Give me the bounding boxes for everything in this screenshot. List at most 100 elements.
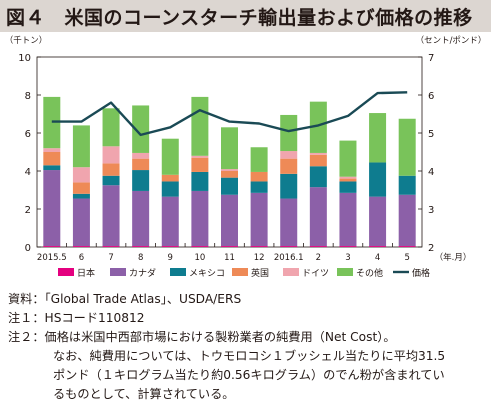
bar-segment	[280, 246, 298, 247]
axes: 0 2 4 6 8 10 2 3 4 5 6 7 2015.5 6 7 8 9 10 11 12 2016.1 2 3 4 5 （…	[5, 35, 487, 263]
bar-segment	[161, 138, 179, 175]
bar-segment	[191, 96, 209, 156]
bar-segment	[102, 108, 120, 147]
bar-segment	[191, 157, 209, 172]
bar-segment	[102, 185, 120, 247]
bar-segment	[398, 194, 416, 247]
bar-segment	[369, 196, 387, 247]
bar-segment	[43, 152, 61, 166]
right-axis-label: （セント/ポンド）	[416, 35, 487, 46]
bar-segment	[250, 171, 268, 182]
bar-segment	[221, 171, 238, 178]
chart: 0 2 4 6 8 10 2 3 4 5 6 7 2015.5 6 7 8 9 10 11 12 2016.1 2 3 4 5 （…	[5, 35, 487, 279]
legend-swatch	[232, 268, 248, 276]
bar-segment	[250, 147, 268, 172]
bar-segment	[132, 152, 150, 159]
bar-segment	[339, 181, 357, 193]
note-source: 資料：「Global Trade Atlas」、USDA/ERS	[8, 292, 242, 306]
bar-segment	[43, 246, 61, 247]
bar-segment	[309, 101, 327, 153]
note-2: 注２：価格は米国中西部市場における製粉業者の純費用（Net Cost）。	[8, 330, 396, 344]
left-axis-label: （千トン）	[5, 35, 48, 46]
bar-segment	[43, 170, 61, 247]
legend-label: その他	[356, 267, 383, 279]
bar-segment	[250, 246, 268, 247]
bar-segment	[221, 177, 238, 195]
bar-segment	[132, 158, 150, 171]
legend-swatch	[283, 268, 299, 276]
x-tick-label: 12	[254, 253, 265, 263]
bar-segment	[102, 246, 120, 247]
bar-segment	[102, 146, 120, 164]
bar-segment	[280, 173, 298, 199]
x-tick-label: 10	[194, 253, 205, 263]
bar-segment	[72, 193, 90, 199]
note-1: 注１：HSコード110812	[8, 311, 145, 325]
bar-segment	[72, 246, 90, 247]
bar-segment	[369, 162, 387, 197]
left-tick-label: 10	[18, 53, 31, 64]
bar-segment	[72, 125, 90, 168]
bar-segment	[398, 175, 416, 195]
x-tick-label: 9	[168, 253, 173, 263]
bar-segment	[102, 163, 120, 176]
x-tick-label: 2	[316, 253, 321, 263]
bar-segment	[280, 151, 298, 159]
left-tick-label: 2	[25, 205, 31, 216]
bar-segment	[102, 175, 120, 186]
bars	[43, 96, 416, 247]
note-2-cont-3: るものとして、計算されている。	[53, 387, 235, 401]
x-tick-label: 2016.1	[274, 253, 304, 263]
legend-swatch	[110, 268, 126, 276]
bar-segment	[161, 246, 179, 247]
price-line	[51, 91, 408, 137]
left-tick-label: 8	[25, 91, 31, 102]
bar-segment	[339, 178, 357, 182]
x-tick-label: 7	[108, 253, 113, 263]
bar-segment	[221, 194, 238, 247]
legend-swatch	[58, 268, 74, 276]
bar-segment	[309, 166, 327, 188]
bar-segment	[369, 113, 387, 163]
bar-segment	[72, 198, 90, 247]
bar-segment	[72, 182, 90, 194]
bar-segment	[280, 158, 298, 174]
bar-segment	[339, 192, 357, 247]
bar-segment	[161, 181, 179, 197]
x-tick-label: 3	[345, 253, 350, 263]
left-tick-label: 6	[25, 129, 31, 140]
x-tick-label: 8	[138, 253, 143, 263]
note-2-cont-1: なお、純費用については、トウモロコシ１ブッシェル当たりに平均31.5	[53, 349, 446, 363]
bar-segment	[161, 174, 179, 182]
legend-label: 日本	[77, 267, 95, 279]
right-tick-label: 3	[428, 205, 434, 216]
legend-label: 英国	[251, 267, 269, 279]
bar-segment	[132, 246, 150, 247]
bar-segment	[43, 148, 61, 152]
price-line-path	[51, 91, 408, 137]
bar-segment	[309, 152, 327, 155]
x-axis-unit: （年.月）	[435, 252, 472, 263]
bar-segment	[309, 154, 327, 167]
x-tick-label: 6	[79, 253, 84, 263]
legend: 日本 カナダ メキシコ 英国 ドイツ その他 価格	[58, 267, 430, 279]
bar-segment	[191, 171, 209, 191]
bar-segment	[339, 140, 357, 177]
bar-segment	[280, 114, 298, 152]
bar-segment	[398, 246, 416, 247]
bar-segment	[309, 187, 327, 247]
x-tick-label: 5	[404, 253, 409, 263]
legend-label: メキシコ	[189, 269, 225, 279]
bar-segment	[191, 190, 209, 247]
legend-label: ドイツ	[302, 269, 329, 279]
bar-segment	[132, 105, 150, 153]
right-tick-label: 2	[428, 243, 434, 254]
bar-segment	[191, 155, 209, 158]
bar-segment	[132, 170, 150, 191]
bar-segment	[221, 169, 238, 171]
bar-segment	[280, 198, 298, 247]
x-tick-label: 2015.5	[37, 253, 67, 263]
bar-segment	[72, 167, 90, 183]
note-2-cont-2: ポンド（１キログラム当たり約0.56キログラム）のでん粉が含まれてい	[53, 368, 445, 382]
notes: 資料：「Global Trade Atlas」、USDA/ERS 注１：HSコー…	[8, 290, 488, 404]
